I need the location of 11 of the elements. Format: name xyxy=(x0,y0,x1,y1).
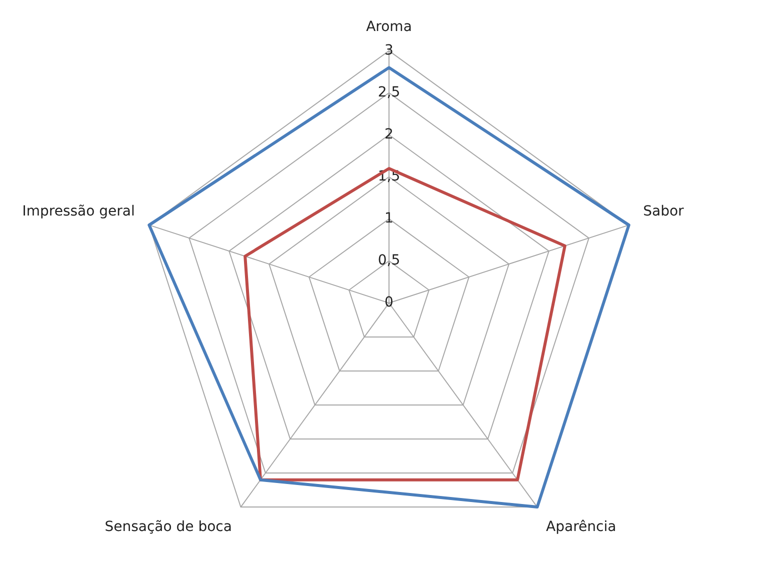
y-tick-label: 1 xyxy=(384,210,394,227)
y-tick-label: 0 xyxy=(384,294,394,311)
spoke-label: Sabor xyxy=(643,204,684,220)
spoke-label: Sensação de boca xyxy=(104,519,232,536)
y-tick-label: 3 xyxy=(384,42,394,58)
y-tick-label: 2 xyxy=(384,126,394,143)
y-tick-label: 2,5 xyxy=(378,84,400,100)
y-tick-label: 0,5 xyxy=(378,252,400,269)
spoke-label: Aparência xyxy=(546,519,616,536)
spoke-label: Aroma xyxy=(366,19,412,36)
spoke-label: Impressão geral xyxy=(22,204,135,220)
